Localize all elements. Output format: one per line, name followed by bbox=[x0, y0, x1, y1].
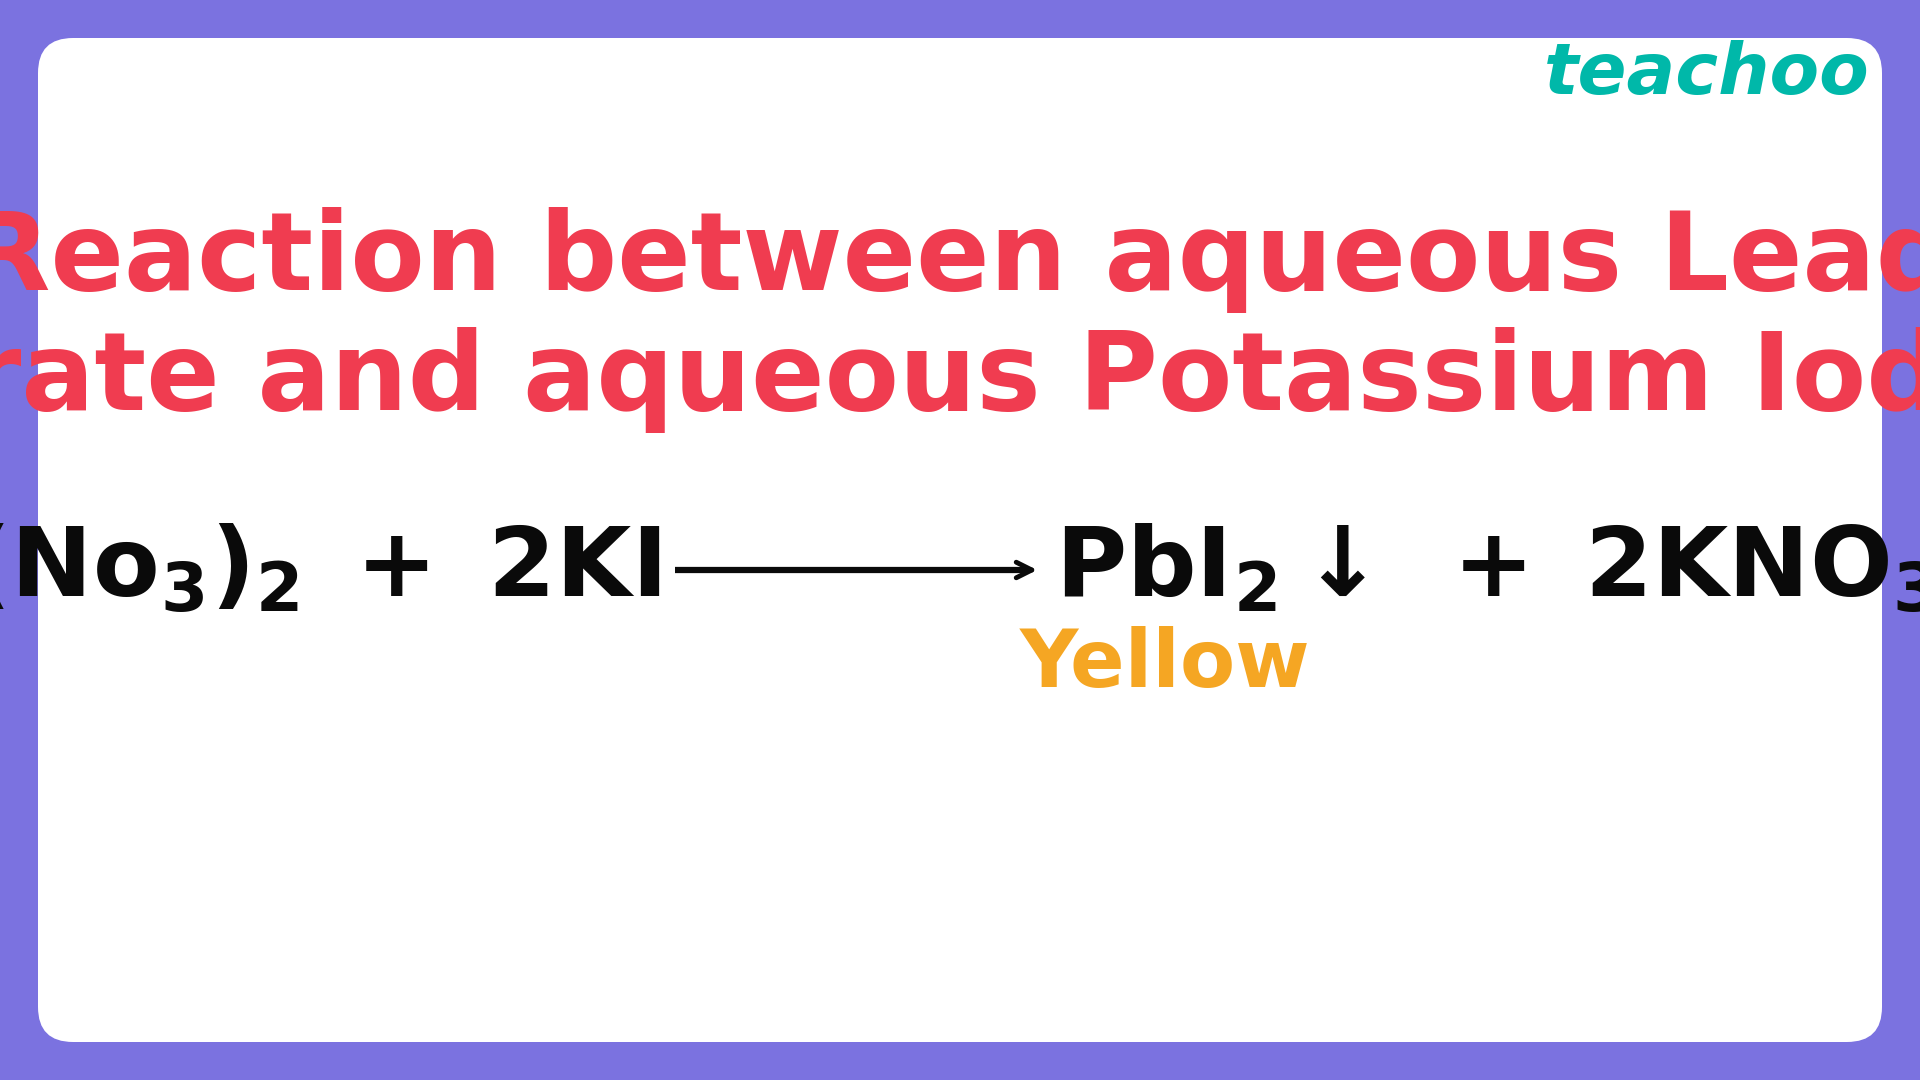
Text: Reaction between aqueous Lead: Reaction between aqueous Lead bbox=[0, 207, 1920, 313]
Text: Yellow: Yellow bbox=[1020, 626, 1309, 704]
Text: $\mathbf{Pb\ (No_3)_2\ +\ 2KI}$: $\mathbf{Pb\ (No_3)_2\ +\ 2KI}$ bbox=[0, 523, 660, 617]
Text: $\mathbf{PbI_2{\downarrow}\ +\ 2KNO_3}$: $\mathbf{PbI_2{\downarrow}\ +\ 2KNO_3}$ bbox=[1054, 523, 1920, 617]
FancyBboxPatch shape bbox=[38, 38, 1882, 1042]
Text: Nitrate and aqueous Potassium Iodide: Nitrate and aqueous Potassium Iodide bbox=[0, 327, 1920, 433]
Text: teachoo: teachoo bbox=[1544, 40, 1870, 109]
